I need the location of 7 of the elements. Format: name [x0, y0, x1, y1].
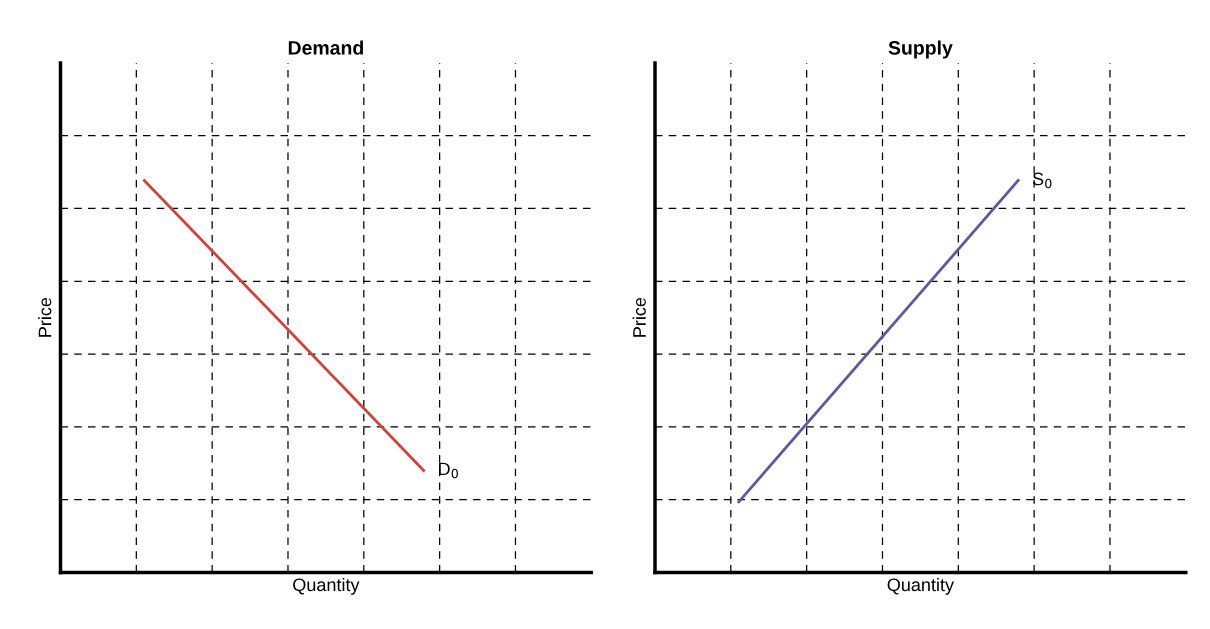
chart-title: Demand	[288, 40, 363, 55]
chart-title: Supply	[888, 40, 953, 59]
y-axis-title: Price	[38, 297, 52, 337]
series-label: S$_{0}$	[1032, 172, 1052, 189]
x-axis-title: Quantity	[887, 577, 954, 595]
x-axis-title: Quantity	[293, 577, 360, 595]
y-axis-title: Price	[632, 297, 646, 337]
